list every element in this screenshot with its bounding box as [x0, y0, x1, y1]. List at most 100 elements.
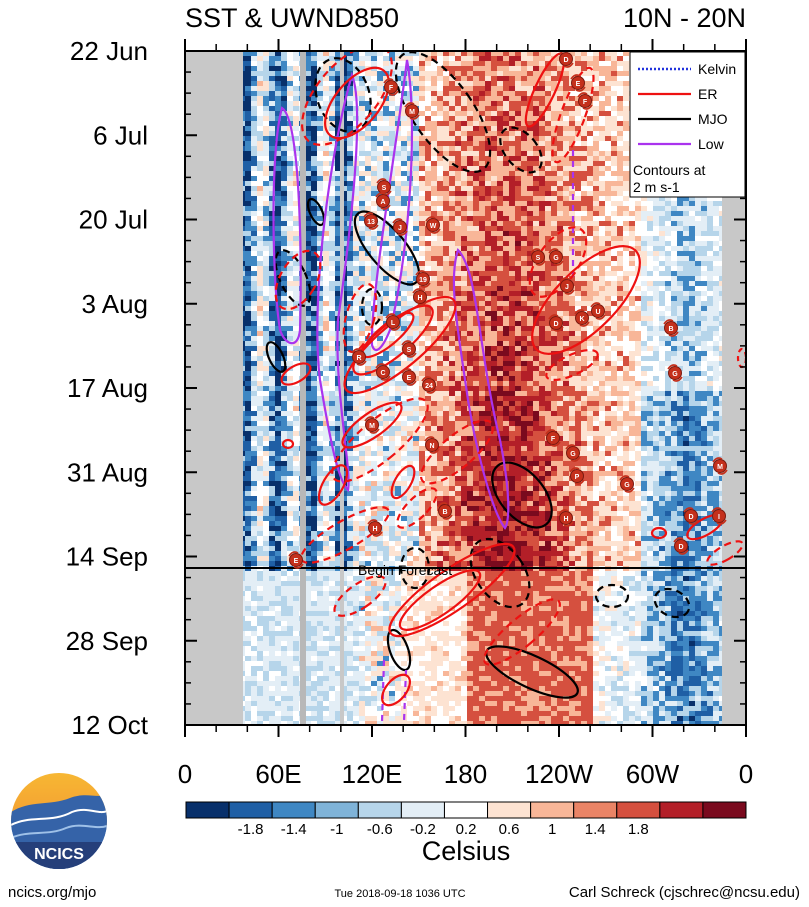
er-contour	[324, 66, 390, 140]
storm-marker: F	[383, 78, 399, 96]
y-tick-label: 20 Jul	[79, 205, 148, 235]
storm-marker: E	[401, 368, 417, 386]
storm-label: M	[409, 109, 415, 116]
storm-label: J	[398, 225, 402, 232]
mjo-contour	[394, 51, 492, 173]
storm-label: H	[372, 526, 377, 533]
mjo-contour	[653, 587, 691, 619]
colorbar-tick-label: -0.2	[410, 821, 436, 838]
colorbar-swatch	[185, 801, 230, 819]
colorbar-swatch	[314, 801, 359, 819]
storm-marker: M	[404, 102, 420, 120]
colorbar-tick-label: 0.2	[456, 821, 477, 838]
storm-marker: N	[424, 436, 440, 454]
er-contour	[390, 464, 416, 500]
storm-marker: B	[437, 502, 453, 520]
er-contour	[317, 464, 349, 506]
storm-label: F	[583, 99, 588, 106]
er-contour	[274, 249, 322, 311]
mjo-contour	[469, 537, 531, 609]
er-contour	[301, 51, 393, 146]
mjo-contour	[499, 126, 543, 174]
x-tick-label: 0	[739, 759, 753, 789]
colorbar-tick-label: -0.6	[367, 821, 393, 838]
footer-timestamp: Tue 2018-09-18 1036 UTC	[334, 888, 465, 900]
storm-label: B	[442, 509, 447, 516]
x-axis: 0 60E 120E 180 120W 60W 0	[178, 39, 753, 789]
storm-marker: 13	[363, 212, 379, 230]
chart-region: 10N - 20N	[623, 3, 746, 33]
storm-marker: J	[392, 218, 408, 236]
storm-label: E	[294, 558, 299, 565]
mjo-contour	[491, 461, 553, 529]
legend-box	[629, 51, 746, 198]
storm-label: 24	[425, 383, 433, 390]
colorbar-tick-label: -1.4	[281, 821, 307, 838]
er-contour	[280, 362, 312, 386]
colorbar-swatch	[357, 801, 402, 819]
storm-marker: M	[712, 457, 728, 475]
legend-note-2: 2 m s-1	[633, 179, 680, 195]
storm-marker: G	[548, 248, 564, 266]
colorbar-tick-label: 1.4	[585, 821, 606, 838]
storm-marker: R	[351, 348, 367, 366]
storm-label: E	[407, 375, 412, 382]
colorbar-tick-label: 1	[548, 821, 556, 838]
low-contour	[452, 247, 510, 530]
storm-marker: P	[569, 467, 585, 485]
storm-label: F	[551, 436, 556, 443]
storm-label: S	[382, 185, 387, 192]
storm-label: C	[380, 370, 385, 377]
colorbar-tick-label: -1.8	[238, 821, 264, 838]
colorbar-swatch	[271, 801, 316, 819]
legend: Kelvin ER MJO Low Contours at 2 m s-1	[629, 51, 746, 198]
storm-label: M	[369, 423, 375, 430]
storm-label: 13	[367, 219, 375, 226]
storm-label: S	[536, 255, 541, 262]
footer-url: ncics.org/mjo	[8, 884, 96, 901]
y-tick-label: 28 Sep	[66, 626, 148, 656]
storm-marker: H	[412, 288, 428, 306]
storm-marker: G	[565, 444, 581, 462]
storm-marker: G	[619, 475, 635, 493]
y-tick-label: 14 Sep	[66, 542, 148, 572]
er-contour	[419, 419, 495, 485]
colorbar-swatch	[702, 801, 747, 819]
storm-marker: I	[711, 507, 727, 525]
storm-label: E	[576, 81, 581, 88]
er-contour	[343, 295, 457, 395]
storm-marker: 24	[421, 376, 437, 394]
y-axis: 22 Jun 6 Jul 20 Jul 3 Aug 17 Aug 31 Aug 14 Sep…	[66, 36, 746, 740]
mjo-contour	[386, 628, 412, 672]
er-contour	[706, 540, 744, 566]
y-tick-label: 12 Oct	[71, 710, 148, 740]
ncics-logo: NCICS	[11, 773, 107, 869]
er-contour	[483, 598, 561, 666]
legend-note: Contours at	[633, 162, 705, 178]
er-contour	[342, 282, 378, 354]
er-contour	[333, 575, 387, 617]
storm-label: R	[356, 355, 361, 362]
er-contour	[545, 348, 599, 382]
storm-marker: M	[364, 416, 380, 434]
storm-label: M	[717, 464, 723, 471]
er-contour	[381, 673, 411, 707]
er-contour	[650, 526, 668, 540]
x-tick-label: 60W	[626, 759, 680, 789]
storm-label: L	[391, 320, 396, 327]
storm-marker: G	[667, 364, 683, 382]
colorbar: -1.8 -1.4 -1 -0.6 -0.2 0.2 0.6 1 1.4 1.8	[185, 801, 747, 838]
mjo-contour	[353, 210, 421, 286]
storm-label: K	[579, 316, 584, 323]
logo-text: NCICS	[34, 846, 84, 863]
storm-marker: K	[574, 309, 590, 327]
er-contour	[528, 226, 588, 298]
y-tick-label: 3 Aug	[81, 289, 148, 319]
x-tick-label: 120W	[525, 759, 593, 789]
mjo-contour	[594, 583, 630, 609]
legend-label: Kelvin	[698, 61, 736, 77]
colorbar-swatch	[573, 801, 618, 819]
colorbar-swatch	[443, 801, 489, 819]
y-tick-label: 17 Aug	[67, 373, 148, 403]
